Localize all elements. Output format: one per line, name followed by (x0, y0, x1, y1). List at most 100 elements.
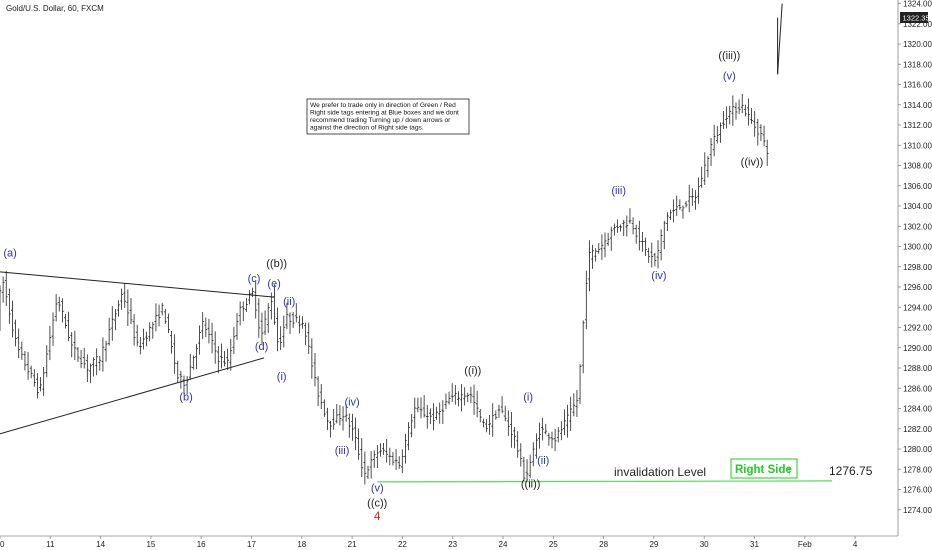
ohlc-bar (167, 313, 170, 334)
ohlc-bar (722, 111, 725, 129)
price-tick-label: 1324.00 (903, 0, 932, 9)
ohlc-bar (198, 325, 201, 355)
ohlc-bar (740, 93, 744, 114)
ohlc-bar (588, 240, 591, 292)
ohlc-bar (110, 306, 114, 341)
ohlc-bar (510, 412, 513, 448)
ohlc-bar (92, 357, 95, 377)
last-price-badge: 1322.35 (900, 12, 930, 23)
ohlc-bar (453, 384, 457, 405)
time-tick-label: 29 (649, 540, 658, 549)
ohlc-bar (138, 336, 142, 355)
ohlc-bar (647, 247, 651, 263)
time-axis[interactable]: 10 11 14 15 16 17 18 21 22 23 24 25 28 29 30 31 Feb 4 (0, 535, 898, 549)
ohlc-bar (603, 232, 607, 258)
ohlc-bar (179, 370, 183, 389)
ohlc-bar (519, 443, 523, 467)
ohlc-bar (188, 353, 192, 381)
ohlc-bar (226, 348, 230, 371)
ohlc-bar (460, 384, 463, 412)
price-axis[interactable]: 1274.00 1276.00 1278.00 1280.00 1282.00 1284.… (897, 0, 932, 536)
ohlc-bar (57, 296, 61, 312)
ohlc-bar (67, 311, 71, 342)
ohlc-bar (394, 448, 398, 470)
spike-line (777, 3, 783, 75)
ohlc-bar (762, 125, 766, 147)
ohlc-bar (132, 314, 136, 346)
ohlc-bar (597, 243, 601, 254)
ohlc-bar (244, 298, 248, 313)
price-tick-label: 1310.00 (903, 141, 932, 150)
ohlc-bar (665, 212, 669, 232)
wave-label: ((ii)) (521, 478, 541, 490)
ohlc-bar (326, 407, 329, 431)
ohlc-bar (522, 457, 526, 483)
ohlc-bar (425, 404, 429, 429)
note-box: We prefer to trade only in direction of … (306, 98, 470, 135)
ohlc-bar (569, 396, 573, 432)
ohlc-bar (347, 413, 351, 438)
wave-label: (iv) (651, 270, 666, 282)
triangle-line-lower[interactable] (0, 357, 265, 435)
invalidation-value: 1276.75 (829, 464, 873, 478)
ohlc-bar (385, 438, 389, 463)
ohlc-bar (725, 106, 729, 129)
ohlc-bar (213, 331, 217, 364)
ohlc-bar (126, 289, 130, 326)
ohlc-bar (7, 288, 11, 324)
ohlc-bar (191, 355, 195, 370)
ohlc-bar (104, 340, 108, 362)
ohlc-bar (556, 427, 560, 443)
wave-label: ((c)) (367, 498, 387, 510)
ohlc-bar (95, 348, 99, 376)
price-tick-label: 1296.00 (903, 283, 932, 292)
ohlc-bar (20, 341, 24, 360)
invalidation-line[interactable] (377, 480, 833, 483)
ohlc-bar (609, 226, 613, 251)
ohlc-bar (528, 454, 532, 478)
price-tick-label: 1302.00 (903, 222, 932, 231)
ohlc-bar (185, 375, 189, 395)
triangle-line-upper[interactable] (0, 271, 275, 298)
ohlc-bar (684, 201, 688, 208)
ohlc-bar (641, 231, 644, 252)
ohlc-bar (706, 155, 710, 178)
ohlc-bar (497, 404, 501, 418)
ohlc-bar (650, 242, 654, 268)
ohlc-bar (575, 390, 579, 417)
ohlc-bar (319, 384, 323, 410)
ohlc-bar (628, 208, 632, 224)
ohlc-bar (516, 431, 520, 458)
wave-label: (e) (267, 278, 280, 290)
ohlc-bar (154, 303, 158, 332)
ohlc-bar (653, 252, 657, 267)
ohlc-bar (759, 124, 763, 142)
ohlc-bar (416, 397, 420, 413)
ohlc-bar (14, 319, 17, 347)
ohlc-bar (491, 403, 495, 437)
price-tick-label: 1292.00 (903, 324, 932, 333)
ohlc-bar (195, 344, 198, 370)
price-tick-label: 1276.00 (903, 486, 932, 495)
time-tick-label: 22 (398, 540, 407, 549)
wave-label: (ii) (283, 296, 295, 308)
price-tick-label: 1294.00 (903, 303, 932, 312)
ohlc-bar (432, 403, 435, 431)
ohlc-bar (26, 351, 30, 380)
ohlc-bar (223, 350, 226, 367)
ohlc-bar (148, 322, 152, 342)
ohlc-bar (488, 414, 492, 435)
ohlc-bar (591, 244, 594, 269)
ohlc-bar (276, 307, 279, 352)
ohlc-bar (182, 375, 186, 394)
ohlc-bar (285, 302, 289, 329)
wave-label: (v) (723, 70, 736, 82)
ohlc-bar (341, 406, 345, 431)
ohlc-bar (64, 314, 67, 329)
ohlc-bar (715, 126, 719, 144)
wave-label: ((i)) (464, 365, 481, 377)
wave-label: (c) (248, 273, 261, 285)
price-tick-label: 1286.00 (903, 384, 932, 393)
ohlc-bar (163, 308, 167, 324)
ohlc-bar (170, 330, 173, 354)
